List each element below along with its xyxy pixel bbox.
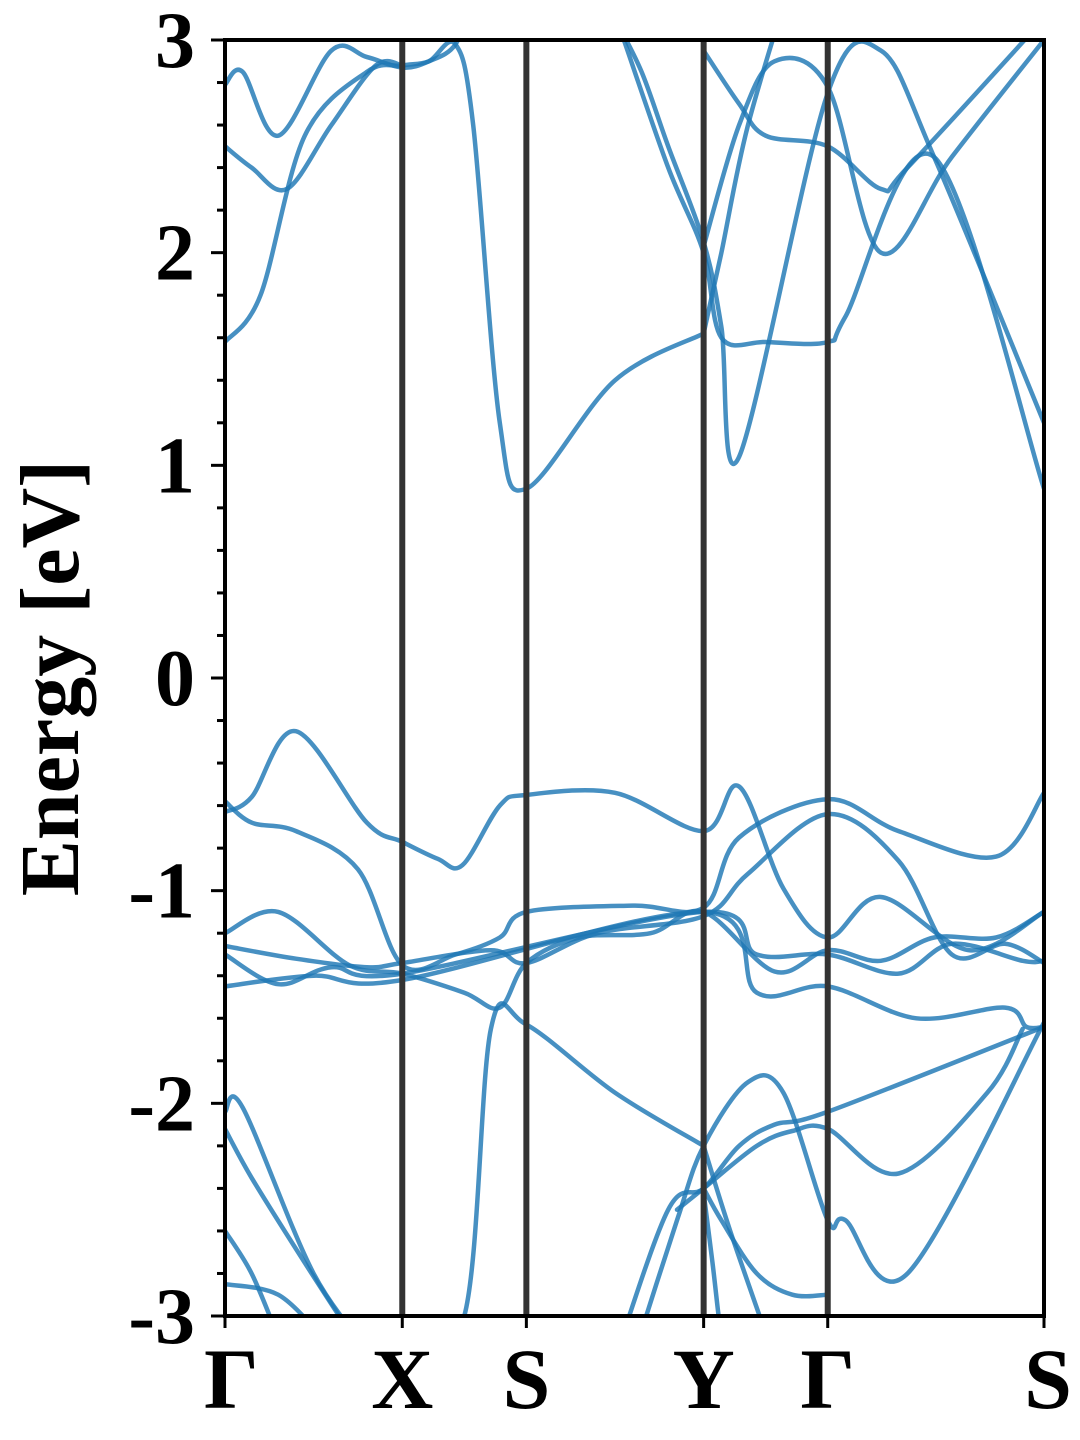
- plot-frame: [223, 38, 1046, 1318]
- band-line-24: [701, 40, 775, 336]
- band-line-8: [225, 1094, 344, 1316]
- y-axis-label: Energy [eV]: [4, 460, 97, 896]
- band-line-10: [225, 1228, 273, 1316]
- y-tick-label: -1: [128, 848, 195, 936]
- band-line-3: [225, 908, 1044, 1011]
- band-line-25: [701, 40, 1044, 257]
- x-tick-label-1: Γ: [204, 1331, 259, 1427]
- band-line-5: [225, 909, 1044, 987]
- band-line-2: [225, 790, 1044, 973]
- band-line-22: [621, 40, 1044, 491]
- band-line-11: [225, 1281, 307, 1316]
- y-tick-label: 1: [155, 422, 195, 510]
- band-line-17: [701, 1190, 721, 1316]
- kpoint-lines-layer: [399, 40, 831, 1316]
- band-line-18: [225, 40, 706, 493]
- bands-layer: [225, 40, 1044, 1316]
- y-tick-label: 2: [155, 210, 195, 298]
- x-tick-label-5: Γ: [800, 1331, 855, 1427]
- band-line-12: [626, 1024, 1044, 1316]
- band-line-9: [225, 1126, 342, 1316]
- band-line-6: [225, 909, 1044, 1031]
- band-line-21: [623, 40, 1044, 467]
- y-tick-label: 3: [155, 0, 195, 85]
- x-tick-label-3: S: [502, 1331, 550, 1427]
- y-tick-label: -3: [128, 1273, 195, 1361]
- ticks-layer: [211, 38, 1046, 1328]
- x-tick-label-6: S: [1024, 1331, 1072, 1427]
- band-line-15: [701, 1186, 830, 1299]
- band-line-7: [461, 1001, 706, 1316]
- band-line-20: [225, 58, 405, 193]
- band-line-4: [225, 811, 1044, 970]
- x-tick-label-4: Y: [673, 1331, 735, 1427]
- x-tick-label-2: X: [371, 1331, 433, 1427]
- band-line-19: [225, 40, 461, 138]
- y-tick-labels: -3 -2 -1 0 1 2 3: [128, 0, 195, 1361]
- band-line-1: [225, 728, 1044, 953]
- band-line-16: [701, 1143, 763, 1316]
- y-tick-label: -2: [128, 1060, 195, 1148]
- y-tick-label: 0: [155, 635, 195, 723]
